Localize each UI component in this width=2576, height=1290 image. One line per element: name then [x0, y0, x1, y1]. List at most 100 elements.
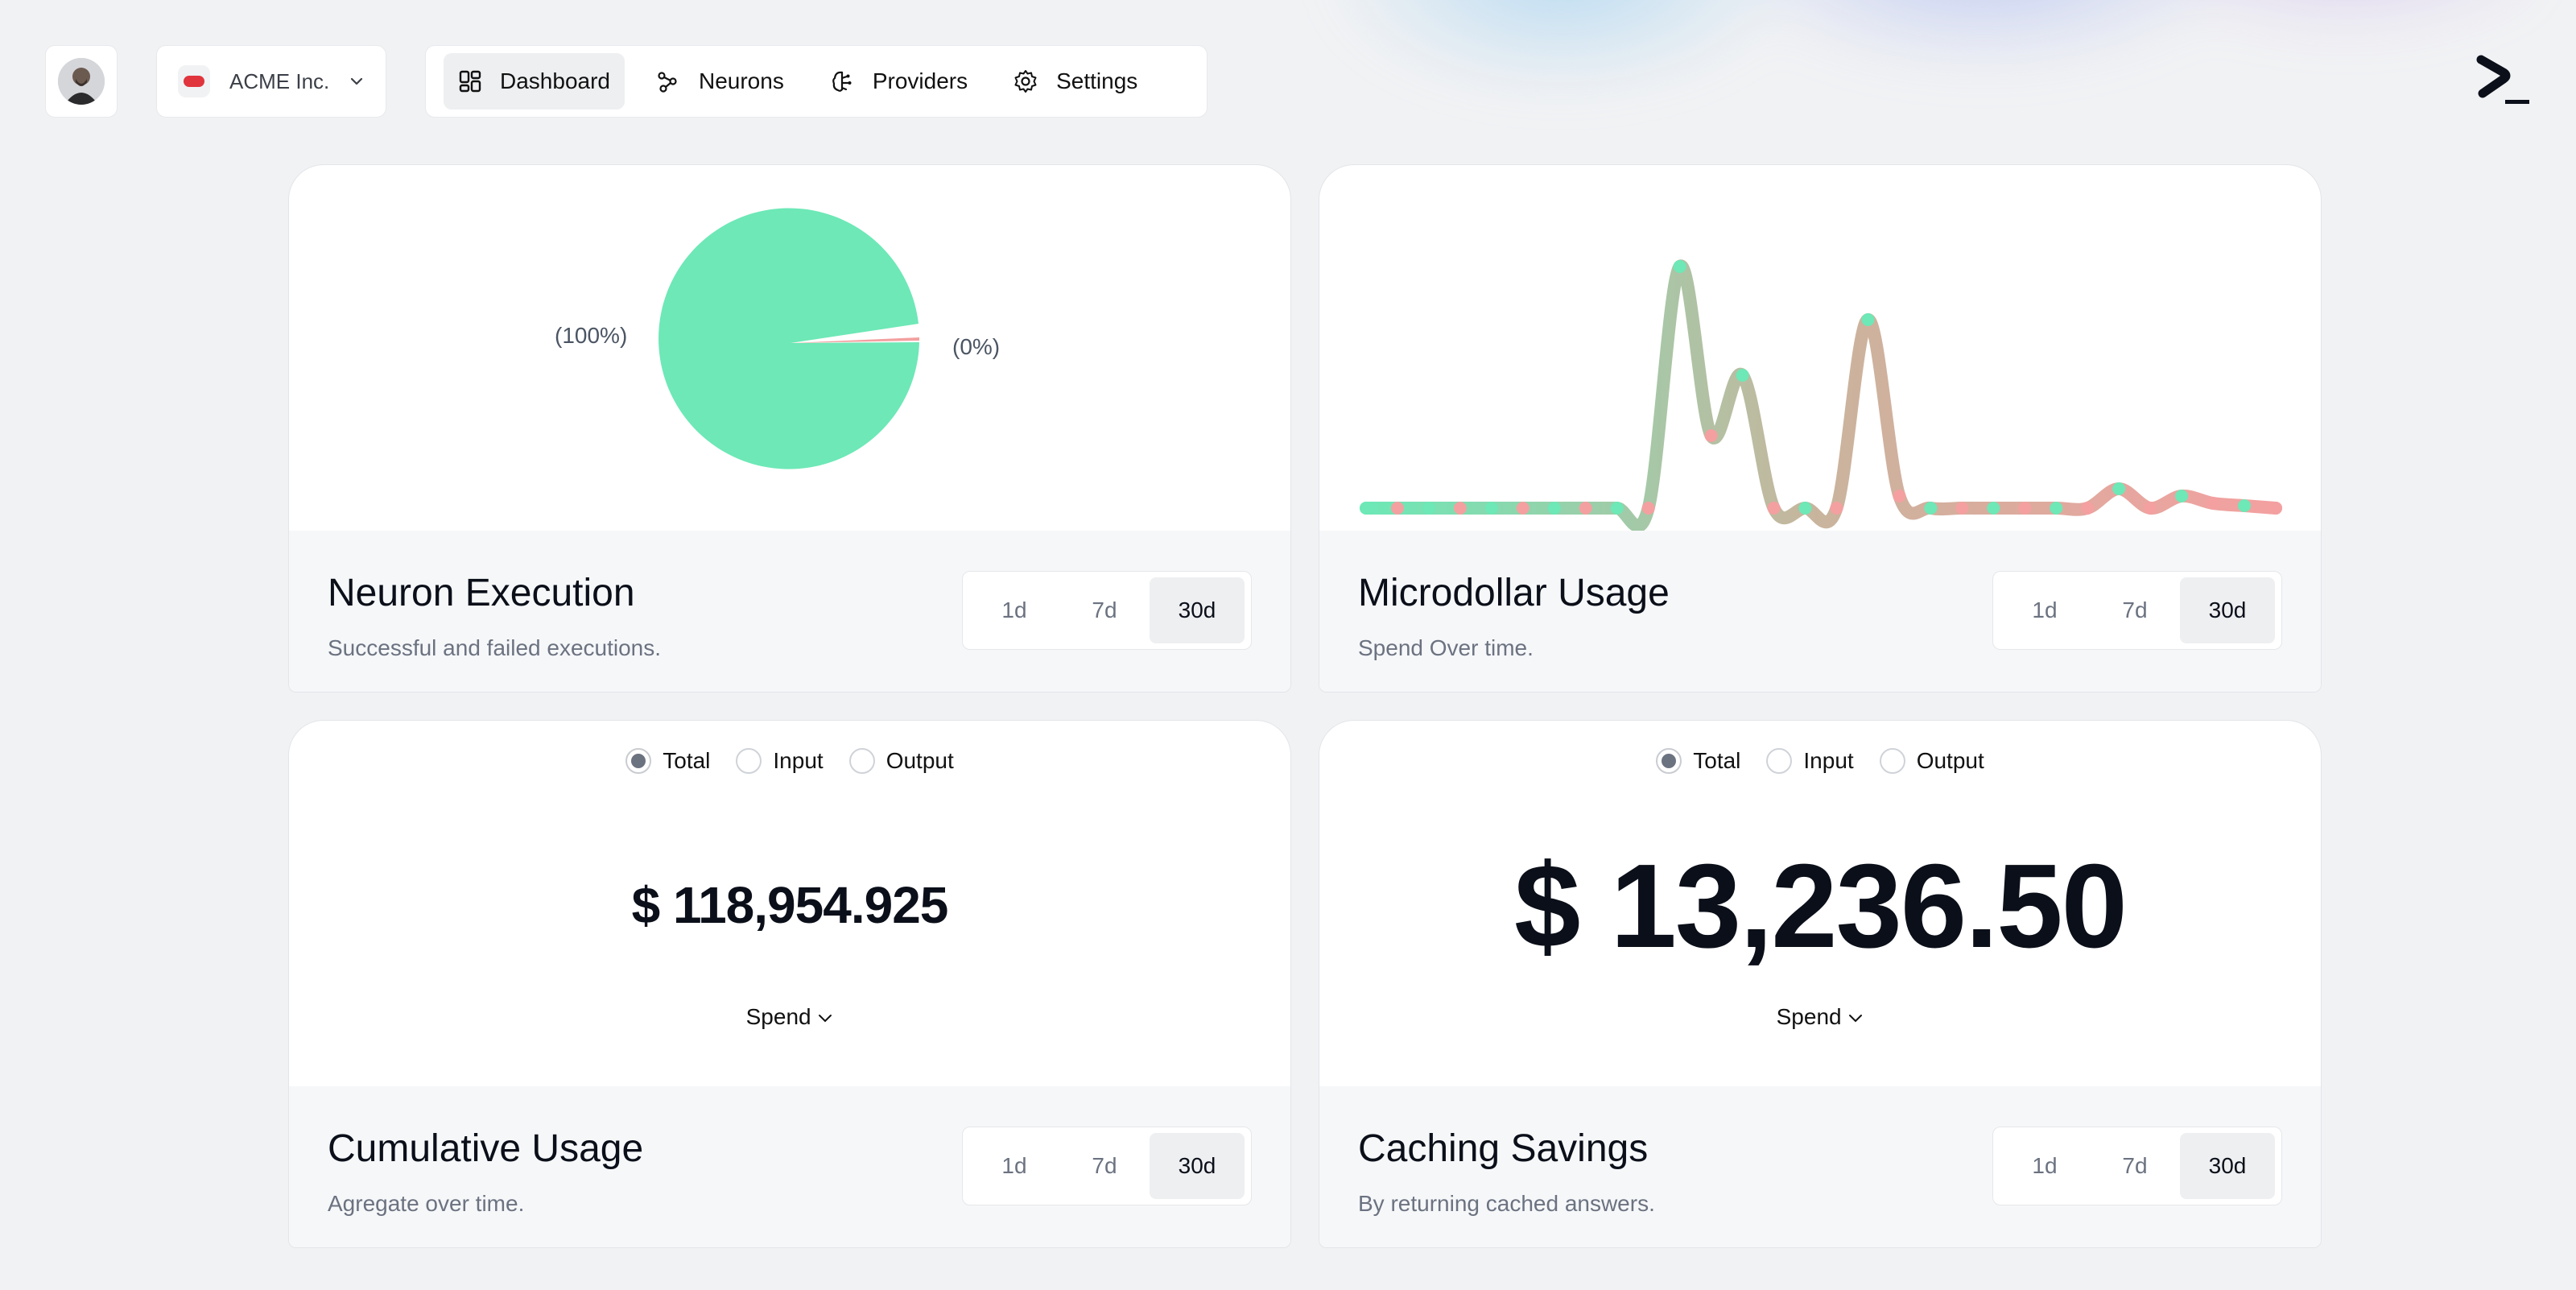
- radio-input[interactable]: Input: [1766, 748, 1854, 774]
- pie-label-failed: (0%): [952, 334, 1001, 359]
- card-footer: Neuron Execution Successful and failed e…: [289, 531, 1290, 692]
- line-point[interactable]: [2018, 502, 2032, 515]
- range-7d-button[interactable]: 7d: [2122, 1153, 2148, 1178]
- line-point[interactable]: [2269, 502, 2282, 515]
- line-point[interactable]: [1390, 502, 1404, 515]
- line-point[interactable]: [1861, 313, 1875, 326]
- card-footer: Caching Savings By returning cached answ…: [1319, 1086, 2321, 1247]
- nav-label: Neurons: [698, 68, 784, 93]
- line-point[interactable]: [1516, 502, 1530, 515]
- range-7d-button[interactable]: 7d: [1092, 1153, 1117, 1178]
- radio-input[interactable]: Input: [736, 748, 824, 774]
- line-point[interactable]: [2144, 502, 2157, 515]
- cumulative-usage-card: Total Input Output $ 118,954.925 Spend C…: [288, 720, 1291, 1248]
- line-point[interactable]: [1955, 502, 1969, 515]
- card-title: Neuron Execution: [328, 572, 635, 614]
- card-subtitle: Successful and failed executions.: [328, 635, 662, 660]
- line-point[interactable]: [2238, 499, 2252, 512]
- savings-value: $ 13,236.50: [1514, 840, 2128, 973]
- nav-item-settings[interactable]: Settings: [998, 53, 1152, 110]
- line-point[interactable]: [1767, 502, 1781, 515]
- card-subtitle: Agregate over time.: [328, 1191, 525, 1216]
- nav-item-dashboard[interactable]: Dashboard: [444, 53, 625, 110]
- line-point[interactable]: [1453, 502, 1467, 515]
- avatar: [58, 58, 105, 105]
- range-selector: 1d 7d 30d: [1992, 571, 2282, 650]
- line-point[interactable]: [1547, 502, 1561, 515]
- line-point[interactable]: [1987, 502, 2000, 515]
- line-point[interactable]: [2175, 490, 2189, 502]
- chevron-down-icon: [350, 77, 363, 85]
- nav-label: Settings: [1056, 68, 1138, 93]
- radio-label: Input: [773, 748, 824, 773]
- caching-savings-card: Total Input Output $ 13,236.50 Spend Cac…: [1319, 720, 2322, 1248]
- pie-label-successful: (100%): [555, 323, 628, 348]
- line-point[interactable]: [1422, 502, 1435, 515]
- range-30d-button[interactable]: 30d: [1150, 1133, 1245, 1199]
- radio-dot[interactable]: [1656, 748, 1682, 774]
- range-selector: 1d 7d 30d: [962, 571, 1252, 650]
- radio-dot[interactable]: [625, 748, 652, 774]
- microdollar-usage-card: Microdollar Usage Spend Over time. 1d 7d…: [1319, 164, 2322, 693]
- range-30d-button[interactable]: 30d: [1150, 577, 1245, 643]
- line-point[interactable]: [1360, 502, 1373, 515]
- line-point[interactable]: [2050, 502, 2063, 515]
- nav-item-providers[interactable]: Providers: [815, 53, 982, 110]
- radio-output[interactable]: Output: [1879, 748, 1984, 774]
- range-1d-button[interactable]: 1d: [2032, 1153, 2058, 1178]
- org-logo: [178, 65, 210, 97]
- nav-item-neurons[interactable]: Neurons: [641, 53, 799, 110]
- radio-total[interactable]: Total: [1656, 748, 1740, 774]
- pie-chart: [658, 208, 919, 469]
- radio-output[interactable]: Output: [848, 748, 954, 774]
- card-title: Microdollar Usage: [1358, 572, 1670, 614]
- main-nav: Dashboard Neurons Providers: [425, 45, 1208, 118]
- card-subtitle: By returning cached answers.: [1358, 1191, 1655, 1216]
- range-30d-button[interactable]: 30d: [2180, 577, 2275, 643]
- terminal-logo-icon[interactable]: [2476, 53, 2531, 108]
- radio-dot[interactable]: [1879, 748, 1905, 774]
- line-point[interactable]: [1893, 490, 1906, 502]
- pie-slice-failed[interactable]: [791, 337, 919, 343]
- org-name: ACME Inc.: [229, 68, 330, 93]
- radio-label: Total: [663, 748, 711, 773]
- radio-dot[interactable]: [1766, 748, 1793, 774]
- line-point[interactable]: [1673, 260, 1686, 273]
- radio-dot[interactable]: [736, 748, 762, 774]
- line-point[interactable]: [1610, 502, 1624, 515]
- metric-dropdown-label: Spend: [745, 1004, 811, 1029]
- range-7d-button[interactable]: 7d: [1092, 597, 1117, 622]
- line-chart: [1360, 259, 2282, 532]
- range-30d-button[interactable]: 30d: [2180, 1133, 2275, 1199]
- radio-total[interactable]: Total: [625, 748, 710, 774]
- user-avatar-button[interactable]: [45, 45, 118, 118]
- line-point[interactable]: [1484, 502, 1498, 515]
- line-point[interactable]: [1579, 502, 1592, 515]
- line-point[interactable]: [2207, 497, 2220, 510]
- line-point[interactable]: [1641, 502, 1655, 515]
- line-point[interactable]: [1736, 369, 1749, 382]
- metric-dropdown[interactable]: Spend: [289, 1004, 1290, 1030]
- range-1d-button[interactable]: 1d: [1001, 597, 1027, 622]
- range-1d-button[interactable]: 1d: [2032, 597, 2058, 622]
- line-point[interactable]: [1798, 502, 1812, 515]
- line-point[interactable]: [1830, 502, 1843, 515]
- line-point[interactable]: [2081, 502, 2095, 515]
- top-bar: ACME Inc. Dashboard Neurons: [45, 45, 2531, 118]
- series-line: [1360, 259, 2282, 532]
- metric-dropdown[interactable]: Spend: [1319, 1004, 2321, 1030]
- range-1d-button[interactable]: 1d: [1001, 1153, 1027, 1178]
- metric-dropdown-label: Spend: [1776, 1004, 1842, 1029]
- org-switcher[interactable]: ACME Inc.: [156, 45, 386, 118]
- card-footer: Microdollar Usage Spend Over time. 1d 7d…: [1319, 531, 2321, 692]
- radio-dot[interactable]: [848, 748, 875, 774]
- nav-label: Providers: [872, 68, 968, 93]
- brain-icon: [832, 71, 852, 92]
- gear-icon: [1014, 70, 1037, 93]
- line-point[interactable]: [2112, 482, 2126, 495]
- line-point[interactable]: [1704, 429, 1718, 442]
- line-point[interactable]: [1924, 502, 1938, 515]
- pie-slice-successful[interactable]: [658, 208, 919, 469]
- card-subtitle: Spend Over time.: [1358, 635, 1534, 660]
- range-7d-button[interactable]: 7d: [2122, 597, 2148, 622]
